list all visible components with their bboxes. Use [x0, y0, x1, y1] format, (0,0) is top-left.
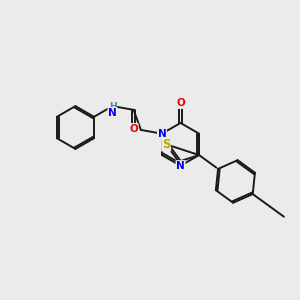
Text: O: O — [129, 124, 138, 134]
Text: O: O — [176, 98, 185, 108]
Text: S: S — [162, 138, 170, 151]
Text: N: N — [176, 161, 185, 171]
Text: N: N — [158, 129, 166, 139]
Text: N: N — [108, 108, 117, 118]
Text: H: H — [109, 102, 116, 111]
